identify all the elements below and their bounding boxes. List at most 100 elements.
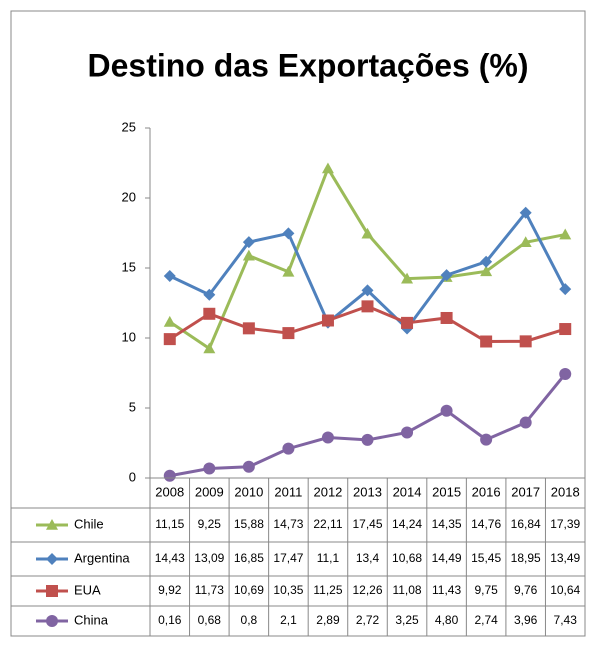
table-value: 11,43 bbox=[432, 583, 461, 597]
x-tick-label: 2016 bbox=[472, 484, 501, 499]
marker bbox=[163, 269, 176, 282]
table-value: 10,35 bbox=[273, 583, 303, 597]
marker bbox=[361, 300, 374, 313]
x-tick-label: 2017 bbox=[511, 484, 540, 499]
table-value: 14,43 bbox=[155, 551, 185, 565]
table-value: 13,09 bbox=[194, 551, 224, 565]
table-value: 10,69 bbox=[234, 583, 264, 597]
table-value: 4,80 bbox=[435, 613, 459, 627]
table-value: 15,88 bbox=[234, 517, 264, 531]
table-value: 11,1 bbox=[317, 551, 340, 565]
marker bbox=[242, 249, 255, 261]
x-tick-label: 2008 bbox=[155, 484, 184, 499]
marker bbox=[163, 333, 176, 346]
marker bbox=[401, 316, 414, 329]
table-value: 2,1 bbox=[280, 613, 297, 627]
x-tick-label: 2011 bbox=[274, 484, 302, 499]
marker bbox=[401, 272, 414, 284]
marker bbox=[559, 228, 572, 240]
marker bbox=[559, 283, 572, 296]
marker bbox=[282, 265, 295, 277]
marker bbox=[321, 314, 334, 327]
legend-label: Chile bbox=[74, 516, 104, 531]
marker bbox=[519, 236, 532, 248]
marker bbox=[480, 265, 493, 277]
marker bbox=[559, 367, 572, 380]
marker bbox=[321, 162, 334, 174]
legend-label: EUA bbox=[74, 582, 101, 597]
marker bbox=[282, 227, 295, 240]
table-value: 13,49 bbox=[550, 551, 580, 565]
marker bbox=[203, 342, 216, 354]
legend-label: Argentina bbox=[74, 550, 130, 565]
table-value: 12,26 bbox=[352, 583, 382, 597]
table-value: 9,25 bbox=[198, 517, 222, 531]
table-value: 2,72 bbox=[356, 613, 380, 627]
y-tick-label: 0 bbox=[129, 469, 136, 484]
marker bbox=[203, 462, 216, 475]
x-tick-label: 2012 bbox=[313, 484, 342, 499]
marker bbox=[519, 335, 532, 348]
table-value: 11,25 bbox=[313, 583, 342, 597]
marker bbox=[282, 442, 295, 455]
table-value: 17,39 bbox=[550, 517, 580, 531]
table-value: 14,49 bbox=[432, 551, 462, 565]
y-tick-label: 10 bbox=[122, 329, 136, 344]
marker bbox=[440, 269, 453, 282]
x-tick-label: 2014 bbox=[393, 484, 422, 499]
marker bbox=[242, 322, 255, 335]
table-value: 9,75 bbox=[474, 583, 498, 597]
table-value: 9,76 bbox=[514, 583, 538, 597]
marker bbox=[163, 315, 176, 327]
marker bbox=[440, 404, 453, 417]
marker bbox=[519, 416, 532, 429]
chart-border bbox=[10, 10, 586, 637]
table-value: 18,95 bbox=[511, 551, 541, 565]
marker bbox=[361, 284, 374, 297]
table-value: 14,24 bbox=[392, 517, 422, 531]
marker bbox=[203, 307, 216, 320]
marker bbox=[46, 615, 58, 627]
x-tick-label: 2018 bbox=[551, 484, 580, 499]
table-value: 2,89 bbox=[316, 613, 340, 627]
marker bbox=[242, 236, 255, 249]
table-value: 11,08 bbox=[392, 583, 421, 597]
y-tick-label: 20 bbox=[122, 189, 136, 204]
marker bbox=[519, 206, 532, 219]
table-value: 7,43 bbox=[554, 613, 578, 627]
marker bbox=[282, 327, 295, 340]
table-value: 14,35 bbox=[432, 517, 462, 531]
table-value: 17,47 bbox=[273, 551, 303, 565]
table-value: 0,16 bbox=[158, 613, 182, 627]
table-value: 0,68 bbox=[198, 613, 222, 627]
marker bbox=[203, 288, 216, 301]
table-value: 14,76 bbox=[471, 517, 501, 531]
marker bbox=[242, 460, 255, 473]
table-value: 15,45 bbox=[471, 551, 501, 565]
marker bbox=[401, 426, 414, 439]
marker bbox=[46, 519, 58, 530]
marker bbox=[559, 323, 572, 336]
table-value: 10,64 bbox=[550, 583, 580, 597]
y-tick-label: 5 bbox=[129, 399, 136, 414]
table-value: 10,68 bbox=[392, 551, 422, 565]
marker bbox=[46, 585, 58, 597]
marker bbox=[361, 433, 374, 446]
marker bbox=[361, 227, 374, 239]
table-value: 22,11 bbox=[313, 517, 342, 531]
chart-title: Destino das Exportações (%) bbox=[88, 47, 529, 83]
marker bbox=[480, 335, 493, 348]
x-tick-label: 2013 bbox=[353, 484, 382, 499]
marker bbox=[46, 553, 58, 565]
marker bbox=[440, 311, 453, 324]
table-value: 16,84 bbox=[511, 517, 541, 531]
marker bbox=[321, 431, 334, 444]
table-value: 0,8 bbox=[241, 613, 258, 627]
table-value: 9,92 bbox=[158, 583, 182, 597]
table-value: 3,25 bbox=[395, 613, 419, 627]
table-value: 14,73 bbox=[273, 517, 303, 531]
table-value: 13,4 bbox=[356, 551, 380, 565]
table-value: 11,73 bbox=[195, 583, 224, 597]
legend-label: China bbox=[74, 612, 109, 627]
